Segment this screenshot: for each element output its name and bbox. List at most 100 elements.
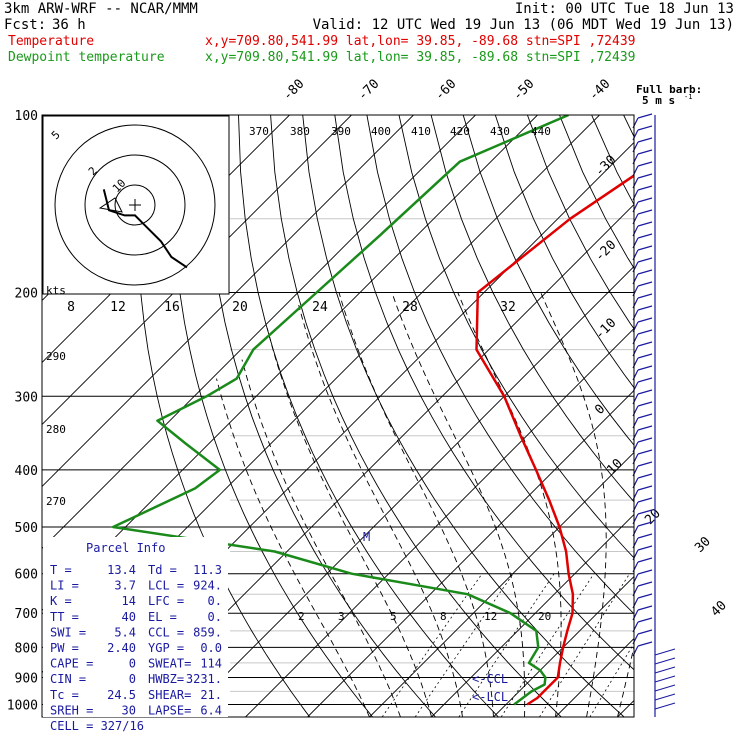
parcel-param-value: 114 <box>200 657 222 671</box>
theta-label: 380 <box>290 125 310 138</box>
parcel-param-label: PW = <box>50 641 79 655</box>
dry-adiabat <box>559 115 634 269</box>
mixing-ratio-label: 2 <box>298 610 305 623</box>
moist-adiabat <box>617 644 634 717</box>
pressure-tick-label: 100 <box>15 109 38 124</box>
parcel-param-value: 0.0 <box>200 641 222 655</box>
parcel-param-value: 40 <box>122 610 136 624</box>
theta-label: 420 <box>450 125 470 138</box>
pressure-tick-label: 1000 <box>7 699 38 714</box>
wind-barb <box>637 353 653 359</box>
parcel-param-label: YGP = <box>148 641 184 655</box>
parcel-param-label: CELL = 327/16 <box>50 719 144 733</box>
isotherm-label-top: -60 <box>432 77 459 104</box>
wind-barb <box>637 629 653 635</box>
theta-label: 390 <box>331 125 351 138</box>
parcel-param-label: HWBZ= <box>148 672 184 686</box>
parcel-param-label: SWI = <box>50 625 86 639</box>
wind-barb <box>654 675 676 683</box>
wind-barb <box>654 684 676 692</box>
theta-label: 370 <box>249 125 269 138</box>
parcel-param-value: 3.7 <box>114 579 136 593</box>
moist-adiabat <box>540 292 607 717</box>
hodograph-ring <box>114 184 156 226</box>
wind-barb <box>637 161 653 167</box>
isotherm-line <box>42 115 414 488</box>
wind-barb <box>637 377 653 383</box>
dry-adiabat <box>591 115 634 206</box>
pressure-tick-label: 800 <box>15 641 38 656</box>
pressure-tick-label: 600 <box>15 568 38 583</box>
mixing-ratio-label: 5 <box>390 610 397 623</box>
parcel-param-label: LI = <box>50 579 79 593</box>
parcel-param-value: 30 <box>122 703 136 717</box>
legend-dewpoint: Dewpoint temperature <box>8 50 165 65</box>
theta-label-left: 280 <box>46 423 66 436</box>
pressure-tick-label: 700 <box>15 607 38 622</box>
isotherm-line <box>245 327 634 717</box>
wind-barb <box>637 305 653 311</box>
wind-barb <box>637 341 653 347</box>
wind-barb <box>637 593 653 599</box>
parcel-param-value: 924. <box>193 579 222 593</box>
profile-temperature <box>475 174 634 706</box>
parcel-param-value: 5.4 <box>114 625 136 639</box>
hodograph-speed-tick: 28 <box>402 300 418 315</box>
hodograph-speed-tick: 16 <box>164 300 180 315</box>
init-time: Init: 00 UTC Tue 18 Jun 13 <box>515 1 734 17</box>
wind-barb <box>637 269 653 275</box>
parcel-param-label: CIN = <box>50 672 86 686</box>
wind-barb <box>637 221 653 227</box>
theta-label: 400 <box>371 125 391 138</box>
isotherm-line <box>493 575 634 717</box>
dry-adiabat <box>623 115 634 138</box>
isotherm-label-top: -70 <box>355 77 382 104</box>
wind-barb <box>654 657 676 665</box>
dry-adiabat <box>688 115 740 717</box>
parcel-param-value: 0. <box>208 594 222 608</box>
hodograph-ring <box>54 124 216 286</box>
parcel-param-value: 0 <box>129 657 136 671</box>
parcel-param-label: T = <box>50 563 72 577</box>
theta-label-left: 270 <box>46 495 66 508</box>
wind-barb <box>637 557 653 563</box>
isotherm-line <box>183 265 634 717</box>
parcel-param-label: EL = <box>148 610 177 624</box>
parcel-param-label: SHEAR= <box>148 688 191 702</box>
wind-barb <box>637 437 653 443</box>
isotherm-label-right: 0 <box>592 402 608 418</box>
wind-barb <box>637 389 653 395</box>
isotherm-label-right: 30 <box>692 534 714 556</box>
mixing-ratio-label: 8 <box>440 610 447 623</box>
wind-barb <box>637 125 653 131</box>
wind-barb <box>637 413 653 419</box>
forecast-hours: 36 h <box>52 17 86 33</box>
isotherm-label-right: 40 <box>708 598 730 620</box>
ccl-marker: <-CCL <box>472 672 508 686</box>
isotherm-label-right: 10 <box>604 456 626 478</box>
parcel-param-label: SWEAT= <box>148 657 191 671</box>
dry-adiabat <box>430 115 634 503</box>
dry-adiabat <box>462 115 634 446</box>
dry-adiabat <box>205 115 436 717</box>
mixing-ratio-label: 3 <box>338 610 345 623</box>
wind-barb <box>637 293 653 299</box>
hodograph-units-label: kts <box>46 284 66 297</box>
mixing-ratio-label: 12 <box>484 610 497 623</box>
parcel-param-label: CAPE = <box>50 657 93 671</box>
parcel-param-label: TT = <box>50 610 79 624</box>
dry-adiabat <box>720 115 740 717</box>
isotherm-label-right: 20 <box>642 506 664 528</box>
wind-barb <box>637 521 653 527</box>
legend-temperature: Temperature <box>8 34 94 49</box>
theta-label: 410 <box>411 125 431 138</box>
wind-barb <box>637 281 653 287</box>
parcel-param-value: 2.40 <box>107 641 136 655</box>
hodograph-speed-tick: 24 <box>312 300 328 315</box>
legend-dewpoint-info: x,y=709.80,541.99 lat,lon= 39.85, -89.68… <box>205 50 635 65</box>
isotherm-label-top: -40 <box>586 77 613 104</box>
parcel-param-label: SREH = <box>50 703 93 717</box>
wind-barb <box>637 617 653 623</box>
wind-barb <box>637 245 653 251</box>
